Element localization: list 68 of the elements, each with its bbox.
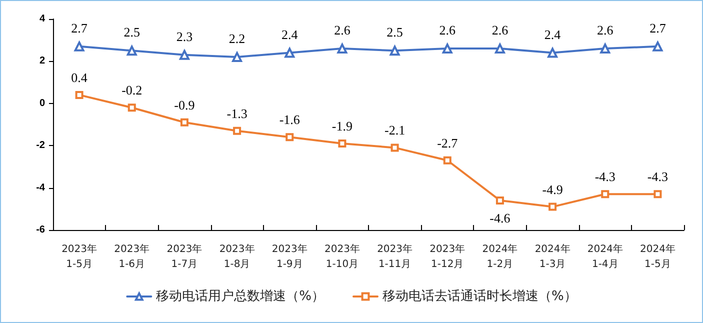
y-tick-label: 0 <box>39 98 46 109</box>
data-label: -2.7 <box>437 135 458 150</box>
x-tick-label: 2023年 1-7月 <box>166 243 202 270</box>
point <box>496 196 504 204</box>
y-tick-label: 2 <box>39 56 46 67</box>
point <box>652 41 663 52</box>
x-tick-label: 2023年 1-12月 <box>430 243 466 270</box>
point <box>654 190 662 198</box>
x-tick-label: 2023年 1-9月 <box>272 243 308 270</box>
legend-label: 移动电话用户总数增速（%） <box>156 289 325 304</box>
legend-label: 移动电话去话通话时长增速（%） <box>382 289 577 304</box>
y-tick-label: 4 <box>39 14 46 24</box>
data-label: 2.7 <box>71 20 88 36</box>
point <box>494 44 505 54</box>
data-label: -1.6 <box>279 112 300 128</box>
data-label: 2.6 <box>492 22 509 38</box>
data-label: -4.6 <box>490 210 511 226</box>
point <box>128 104 136 112</box>
data-label: 2.6 <box>597 22 614 38</box>
x-tick-label: 2023年 1-5月 <box>62 243 98 270</box>
point <box>74 41 84 52</box>
data-label: -4.3 <box>594 169 616 184</box>
data-label: -2.1 <box>384 122 406 138</box>
data-label: 2.6 <box>439 22 456 38</box>
data-label: 0.4 <box>71 70 88 85</box>
data-label: 2.5 <box>386 24 403 40</box>
point <box>548 202 557 211</box>
point <box>180 118 188 126</box>
data-label: 2.2 <box>228 30 246 46</box>
point <box>337 44 348 54</box>
x-tick-label: 2023年 1-11月 <box>377 243 413 270</box>
data-label: 2.4 <box>544 26 562 42</box>
y-tick-label: -2 <box>36 140 46 152</box>
point <box>286 133 294 142</box>
data-label: 2.4 <box>282 26 298 42</box>
point <box>443 156 452 164</box>
x-tick-label: 2024年 1-4月 <box>587 243 623 270</box>
data-label: -4.3 <box>647 169 668 184</box>
point <box>548 48 558 58</box>
point <box>600 44 610 54</box>
data-label: 2.5 <box>124 24 140 40</box>
x-tick-label: 2023年 1-10月 <box>324 243 360 270</box>
x-tick-label: 2023年 1-6月 <box>114 243 150 270</box>
point <box>233 126 242 135</box>
data-label: -0.9 <box>174 97 195 112</box>
point <box>232 52 242 62</box>
point <box>75 90 84 99</box>
data-label: -1.3 <box>226 106 248 121</box>
point <box>390 144 399 152</box>
y-tick-label: -6 <box>36 224 46 236</box>
data-label: 2.3 <box>176 28 193 44</box>
data-label: -4.9 <box>542 182 563 197</box>
data-label: -1.9 <box>332 118 353 134</box>
x-tick-label: 2024年 1-5月 <box>640 243 676 270</box>
x-tick-label: 2023年 1-8月 <box>219 243 255 270</box>
point <box>601 190 610 198</box>
point <box>442 44 452 54</box>
point <box>338 139 346 148</box>
point <box>390 46 400 56</box>
point <box>126 46 137 56</box>
point <box>179 50 190 60</box>
x-tick-label: 2024年 1-2月 <box>482 243 518 270</box>
x-tick-label: 2024年 1-3月 <box>534 243 570 270</box>
data-label: 2.7 <box>650 20 666 36</box>
data-label: -0.2 <box>122 82 142 98</box>
point <box>284 48 295 58</box>
y-tick-label: -4 <box>36 182 46 194</box>
data-label: 2.6 <box>334 22 351 38</box>
